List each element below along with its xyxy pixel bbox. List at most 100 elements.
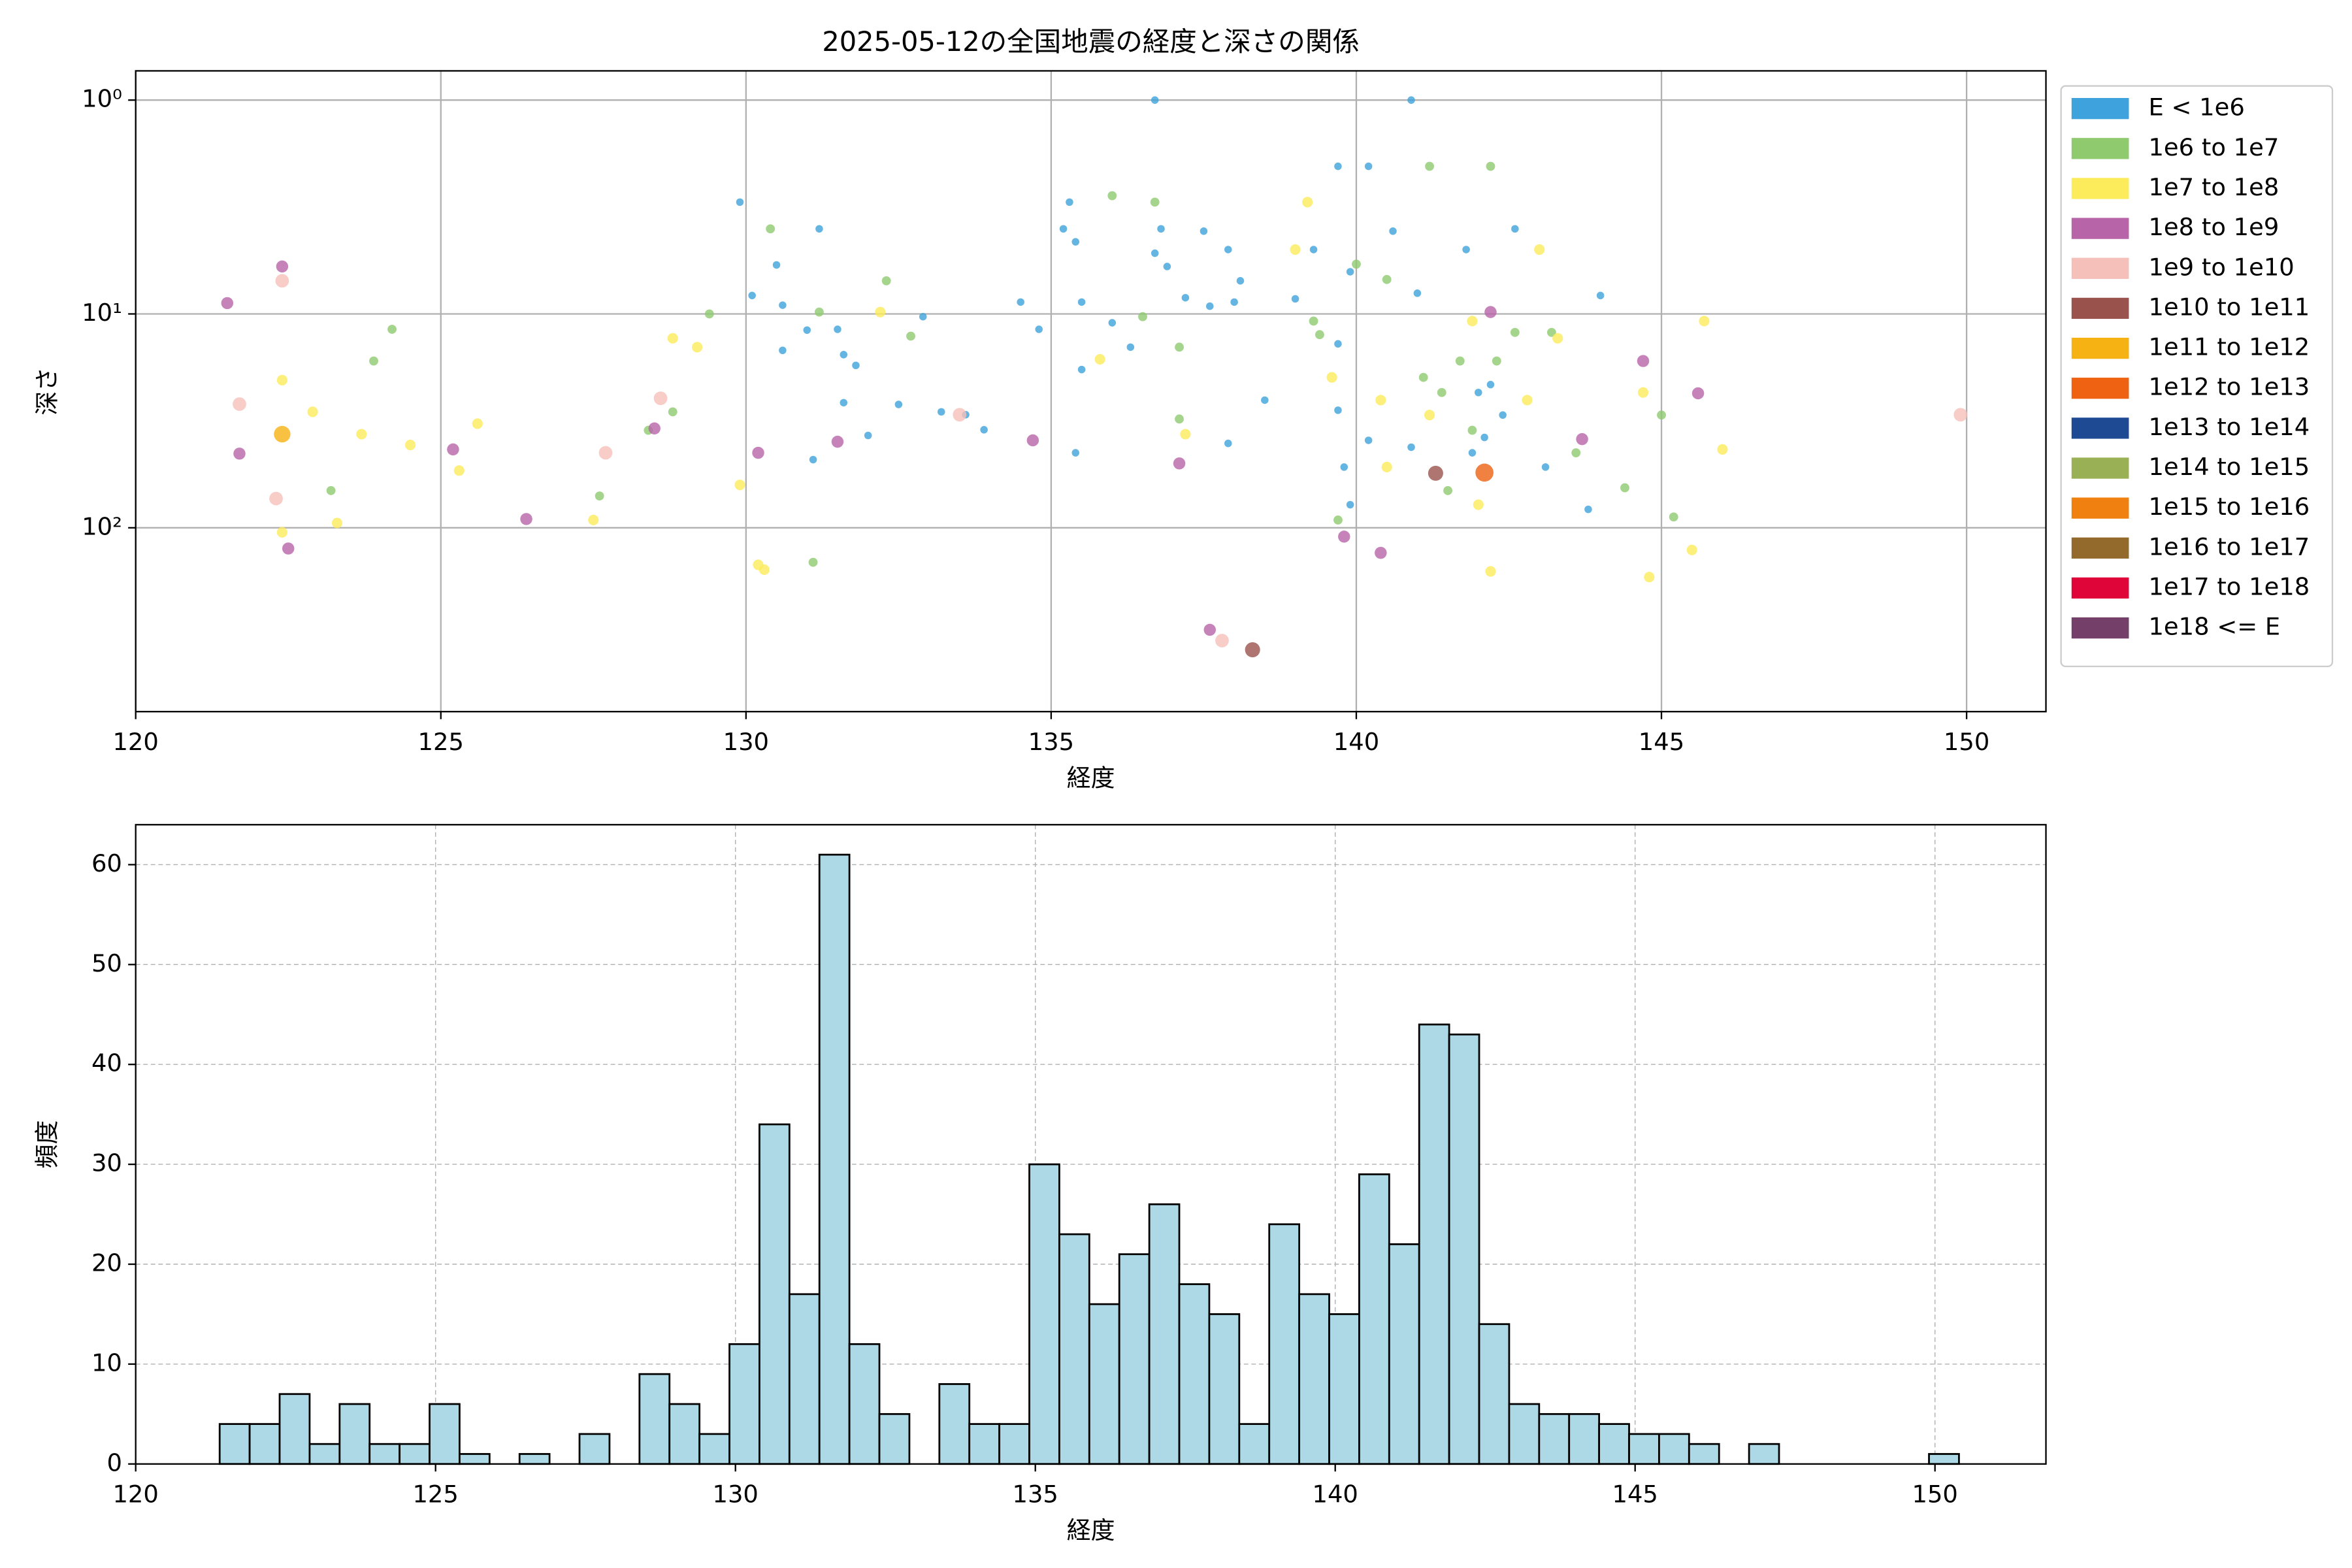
x-axis-label: 経度	[1067, 764, 1115, 792]
histogram-bar	[308, 1443, 341, 1465]
scatter-point	[233, 397, 246, 411]
scatter-point	[1657, 410, 1666, 420]
histogram-bar	[878, 1413, 911, 1465]
scatter-point	[1492, 356, 1501, 366]
x-tick-label: 120	[112, 1480, 158, 1509]
scatter-point	[1686, 544, 1697, 555]
legend-label: 1e10 to 1e11	[2148, 293, 2310, 321]
histogram-bar	[788, 1293, 821, 1465]
axes-frame	[135, 824, 2047, 1465]
scatter-point	[595, 491, 604, 501]
scatter-point	[1071, 238, 1080, 246]
scatter-point	[1375, 546, 1387, 559]
scatter-point	[1017, 298, 1024, 306]
scatter-point	[831, 435, 844, 448]
histogram-bar	[1748, 1443, 1780, 1465]
legend-swatch	[2071, 297, 2129, 319]
scatter-point	[1180, 429, 1191, 440]
legend-swatch	[2071, 457, 2129, 479]
x-tick-label: 120	[112, 728, 158, 756]
histogram-bar	[1358, 1173, 1390, 1465]
scatter-point	[1215, 634, 1229, 647]
legend-label: 1e16 to 1e17	[2148, 532, 2310, 561]
scatter-point	[404, 440, 416, 451]
scatter-point	[1437, 387, 1446, 397]
scatter-point	[276, 527, 287, 538]
scatter-point	[447, 443, 459, 456]
y-axis-label: 深さ	[33, 367, 61, 416]
scatter-point	[1511, 225, 1519, 233]
y-tick-label: 60	[91, 849, 122, 877]
scatter-point	[1094, 353, 1105, 365]
legend-swatch	[2071, 337, 2129, 359]
scatter-point	[1381, 461, 1392, 472]
x-tick-label: 140	[1312, 1480, 1358, 1509]
scatter-point	[1486, 380, 1495, 389]
histogram-bar	[1118, 1253, 1151, 1465]
scatter-point	[1443, 485, 1453, 495]
scatter-point	[1541, 463, 1550, 471]
histogram-bar	[1148, 1203, 1181, 1465]
scatter-point	[1035, 325, 1043, 333]
scatter-point	[906, 331, 915, 341]
histogram-bar	[1238, 1423, 1271, 1465]
y-tick-label: 30	[91, 1149, 122, 1177]
scatter-point	[1473, 499, 1484, 510]
legend-label: 1e6 to 1e7	[2148, 133, 2279, 161]
scatter-point	[1552, 333, 1563, 344]
histogram-bar	[429, 1403, 461, 1465]
legend-label: 1e7 to 1e8	[2148, 173, 2279, 201]
legend-label: 1e13 to 1e14	[2148, 413, 2310, 441]
scatter-point	[1352, 259, 1361, 269]
x-tick-label: 140	[1333, 728, 1379, 756]
histogram-bar	[1088, 1303, 1120, 1465]
scatter-point	[692, 342, 703, 353]
scatter-point	[937, 408, 945, 416]
scatter-point	[1224, 439, 1232, 448]
scatter-point	[1309, 316, 1318, 326]
scatter-point	[1699, 316, 1710, 327]
scatter-point	[840, 399, 848, 407]
scatter-point	[1151, 249, 1159, 257]
scatter-point	[808, 557, 818, 567]
legend-label: 1e9 to 1e10	[2148, 253, 2294, 281]
scatter-point	[1691, 387, 1705, 400]
histogram-bar	[1628, 1433, 1660, 1465]
histogram-bar	[1688, 1443, 1720, 1465]
histogram-bar	[1388, 1243, 1420, 1465]
scatter-point	[1546, 327, 1556, 337]
histogram-bar	[668, 1403, 701, 1465]
scatter-point	[852, 361, 860, 370]
scatter-point	[752, 446, 764, 459]
x-tick-label: 150	[1944, 728, 1989, 756]
legend-label: E < 1e6	[2148, 93, 2244, 122]
scatter-point	[1181, 293, 1190, 302]
scatter-point	[1364, 436, 1373, 444]
scatter-point	[1485, 566, 1496, 577]
histogram-bar	[248, 1423, 281, 1465]
histogram-bar	[1658, 1433, 1690, 1465]
scatter-point	[1333, 515, 1343, 525]
scatter-point	[326, 485, 336, 495]
scatter-point	[1428, 465, 1443, 481]
scatter-point	[1418, 372, 1428, 382]
legend-swatch	[2071, 577, 2129, 599]
scatter-point	[1126, 343, 1135, 351]
scatter-point	[1236, 277, 1245, 285]
scatter-point	[520, 513, 532, 525]
histogram-bar	[338, 1403, 371, 1465]
scatter-point	[274, 425, 291, 443]
legend-label: 1e11 to 1e12	[2148, 333, 2310, 361]
scatter-point	[233, 448, 246, 460]
scatter-point	[1157, 225, 1165, 233]
histogram-bar	[1538, 1413, 1571, 1465]
histogram-bar	[1598, 1423, 1630, 1465]
scatter-point	[840, 351, 848, 359]
scatter-point	[1425, 161, 1434, 171]
scatter-point	[1291, 295, 1299, 303]
scatter-point	[734, 480, 745, 491]
scatter-point	[1059, 225, 1068, 233]
scatter-point	[648, 422, 661, 434]
